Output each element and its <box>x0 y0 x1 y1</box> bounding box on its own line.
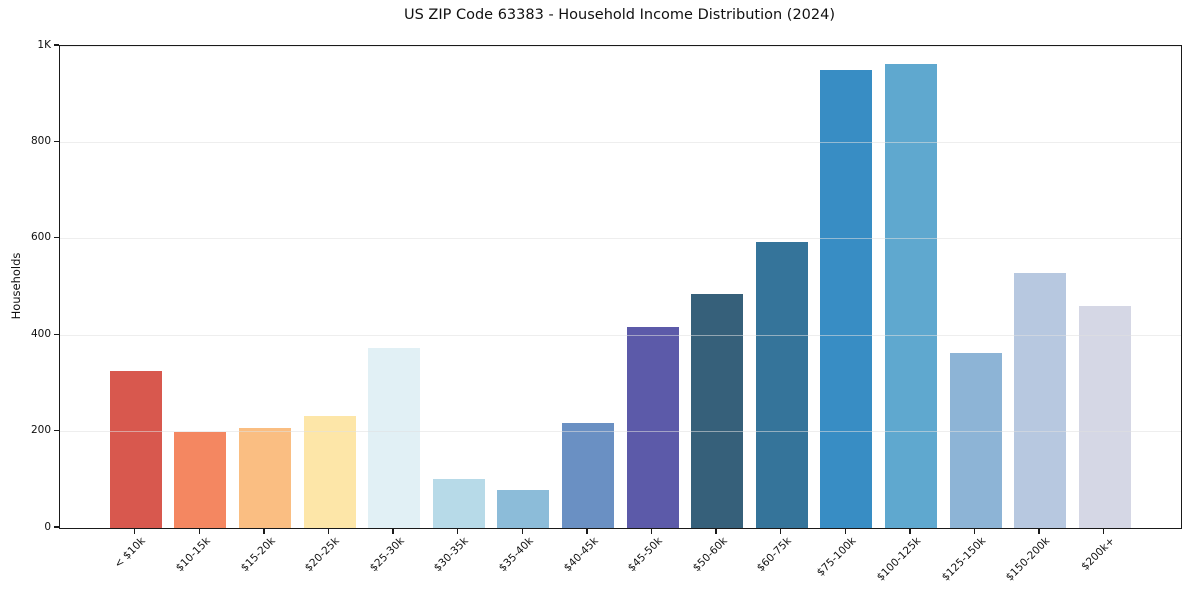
gridline-800 <box>60 141 1181 143</box>
bar-$50-60k <box>691 294 744 528</box>
y-tick-label: 200 <box>30 424 51 437</box>
bar-$20-25k <box>303 415 356 528</box>
y-tick <box>53 429 59 432</box>
x-tick-label: $40-45k <box>561 535 601 575</box>
x-tick <box>327 528 330 534</box>
y-tick-label: 1K <box>37 38 51 51</box>
x-tick <box>844 528 846 534</box>
x-tick <box>134 528 136 534</box>
bar-$75-100k <box>820 70 873 528</box>
y-tick <box>53 140 59 143</box>
x-tick <box>586 528 588 534</box>
x-tick-label: < $10k <box>112 535 149 571</box>
bar-$45-50k <box>626 326 679 528</box>
bar-$100-125k <box>884 64 937 528</box>
x-tick <box>392 528 394 534</box>
x-tick <box>1038 528 1040 534</box>
x-tick-label: $15-20k <box>238 535 278 575</box>
bar-$25-30k <box>368 347 421 528</box>
plot-area <box>59 45 1182 529</box>
x-tick <box>909 528 911 534</box>
gridline-1K <box>60 45 1181 47</box>
x-tick <box>263 528 265 534</box>
bar-$40-45k <box>561 423 614 528</box>
x-tick-label: $60-75k <box>755 535 795 575</box>
x-tick <box>1103 528 1105 534</box>
bar-$200k+ <box>1078 306 1131 528</box>
y-tick-label: 400 <box>30 327 51 340</box>
gridline-200 <box>60 431 1181 433</box>
gridline-400 <box>60 334 1181 336</box>
y-tick-label: 0 <box>44 520 51 533</box>
x-tick-label: $20-25k <box>302 535 342 575</box>
x-tick-label: $150-200k <box>1004 535 1053 584</box>
bar-$150-200k <box>1014 272 1067 528</box>
y-tick-label: 800 <box>30 134 51 147</box>
x-tick-label: $25-30k <box>367 535 407 575</box>
y-tick <box>53 44 59 46</box>
y-axis-label: Households <box>9 252 23 320</box>
bar-$10-15k <box>174 432 227 528</box>
y-tick <box>53 526 59 528</box>
x-tick <box>457 528 459 534</box>
x-tick-label: $35-40k <box>496 535 536 575</box>
bar-$125-150k <box>949 352 1002 528</box>
x-tick <box>198 528 200 534</box>
x-tick <box>973 528 976 534</box>
x-tick-label: $30-35k <box>432 535 472 575</box>
bar-$35-40k <box>497 490 550 528</box>
x-tick <box>650 528 653 534</box>
x-tick-label: $45-50k <box>625 535 665 575</box>
gridline-600 <box>60 238 1181 240</box>
x-tick <box>715 528 717 534</box>
bar-$30-35k <box>432 478 485 528</box>
y-tick <box>53 333 59 335</box>
bar-$60-75k <box>755 242 808 528</box>
chart-title: US ZIP Code 63383 - Household Income Dis… <box>403 7 836 23</box>
y-tick <box>53 237 59 239</box>
x-tick <box>780 528 782 534</box>
y-tick-label: 600 <box>30 231 51 244</box>
x-tick-label: $200k+ <box>1079 535 1118 573</box>
x-tick-label: $75-100k <box>814 535 859 579</box>
x-tick-label: $125-150k <box>939 535 988 584</box>
x-tick-label: $10-15k <box>173 535 213 575</box>
bar-$15-20k <box>238 428 291 528</box>
x-tick <box>521 528 523 534</box>
x-tick-label: $50-60k <box>690 535 730 575</box>
x-tick-label: $100-125k <box>874 535 924 584</box>
bar-< $10k <box>109 371 162 528</box>
